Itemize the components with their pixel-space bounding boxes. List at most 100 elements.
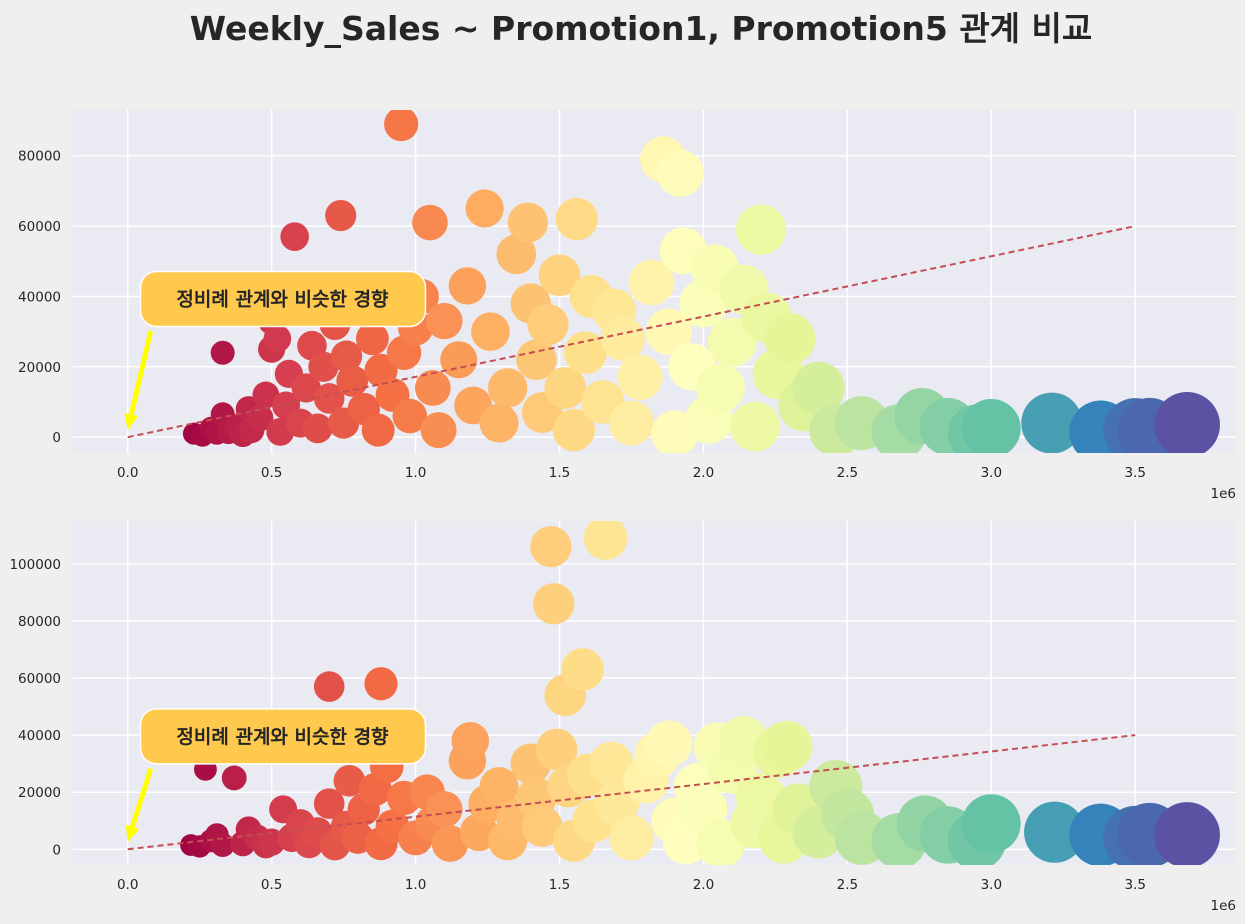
data-point [1154, 802, 1220, 865]
data-point [333, 764, 366, 797]
annotation-text: 정비례 관계와 비슷한 경향 [176, 288, 389, 310]
data-point [764, 313, 816, 365]
data-point [355, 322, 389, 356]
y-tick-label: 60000 [18, 219, 61, 235]
x-tick-label: 1.0 [405, 465, 426, 481]
x-tick-label: 0.5 [261, 465, 282, 481]
data-point [440, 341, 478, 379]
data-point [313, 383, 345, 414]
data-point [645, 720, 693, 767]
x-offset-label: 1e6 [1211, 898, 1236, 914]
data-point [645, 308, 693, 355]
data-point [210, 340, 235, 365]
x-tick-label: 2.0 [693, 877, 714, 893]
data-point [1021, 392, 1083, 453]
data-point [479, 403, 519, 443]
data-point [420, 412, 457, 449]
x-tick-label: 2.0 [693, 465, 714, 481]
data-point [761, 721, 813, 773]
data-point [792, 361, 845, 415]
data-point [280, 222, 309, 251]
data-point [555, 197, 598, 241]
data-point [325, 199, 357, 232]
y-tick-label: 20000 [18, 785, 61, 801]
data-point [538, 254, 581, 297]
data-point [448, 267, 487, 305]
x-tick-label: 2.5 [837, 877, 858, 893]
y-tick-label: 40000 [18, 289, 61, 305]
data-point [544, 367, 587, 409]
data-point [552, 409, 595, 452]
data-point [246, 404, 274, 432]
x-tick-label: 2.5 [837, 465, 858, 481]
data-point [530, 526, 572, 568]
data-point [431, 825, 469, 862]
data-point [1154, 391, 1220, 453]
data-point [527, 303, 569, 346]
data-point [535, 728, 578, 771]
data-point [1024, 801, 1086, 863]
x-tick-label: 0.5 [261, 877, 282, 893]
data-point [291, 373, 321, 403]
data-point [533, 583, 575, 625]
x-tick-label: 1.5 [549, 465, 570, 481]
data-point [302, 413, 333, 444]
data-point [414, 370, 451, 406]
figure-title: Weekly_Sales ~ Promotion1, Promotion5 관계… [190, 9, 1093, 48]
data-point [961, 794, 1021, 854]
data-point [736, 204, 787, 255]
y-tick-label: 100000 [9, 557, 61, 573]
data-point [451, 722, 490, 760]
annotation-text: 정비례 관계와 비슷한 경향 [176, 726, 389, 748]
x-offset-label: 1e6 [1211, 486, 1236, 502]
x-tick-label: 3.0 [981, 465, 1002, 481]
data-point [589, 741, 634, 786]
data-point [496, 234, 537, 275]
data-point [487, 368, 528, 408]
y-tick-label: 80000 [18, 149, 61, 165]
data-point [961, 398, 1021, 453]
y-tick-label: 40000 [18, 728, 61, 744]
y-tick-label: 80000 [18, 614, 61, 630]
data-point [609, 815, 654, 861]
data-point [308, 351, 339, 382]
data-point [479, 766, 519, 806]
scatter-plot-promotion5: 0.0 0.5 1.0 1.5 2.0 2.5 3.0 3.5 0 20000 40000 60000… [9, 521, 1236, 914]
data-point [426, 791, 463, 828]
data-point [384, 110, 419, 142]
data-point [564, 331, 607, 375]
x-tick-label: 1.0 [405, 877, 426, 893]
data-point [730, 401, 781, 452]
annotation-box: 정비례 관계와 비슷한 경향 [139, 708, 427, 765]
data-points [180, 521, 1220, 865]
trend-line [127, 225, 1136, 439]
x-tick-label: 1.5 [549, 877, 570, 893]
data-point [561, 648, 604, 691]
x-tick-label: 3.0 [981, 877, 1002, 893]
data-point [465, 189, 504, 228]
data-point [392, 398, 428, 434]
trend-line [127, 734, 1136, 851]
data-point [583, 521, 628, 560]
data-point [313, 671, 345, 702]
y-tick-label: 60000 [18, 671, 61, 687]
x-tick-label: 3.5 [1125, 465, 1146, 481]
data-point [221, 765, 247, 791]
data-point [313, 788, 345, 819]
y-tick-label: 0 [52, 842, 61, 858]
y-tick-label: 0 [52, 430, 61, 446]
data-point [426, 302, 463, 340]
data-point [471, 312, 510, 351]
data-point [521, 806, 563, 847]
data-point [628, 259, 675, 306]
annotation-arrow [124, 330, 154, 431]
data-point [609, 400, 654, 446]
data-point [617, 354, 663, 400]
data-point [336, 364, 369, 397]
data-point [707, 317, 757, 367]
data-point [696, 363, 745, 413]
data-point [507, 202, 548, 243]
x-tick-label: 0.0 [117, 877, 138, 893]
scatter-plot-promotion1: 0.0 0.5 1.0 1.5 2.0 2.5 3.0 3.5 0 20000 40000 60000… [18, 110, 1236, 502]
